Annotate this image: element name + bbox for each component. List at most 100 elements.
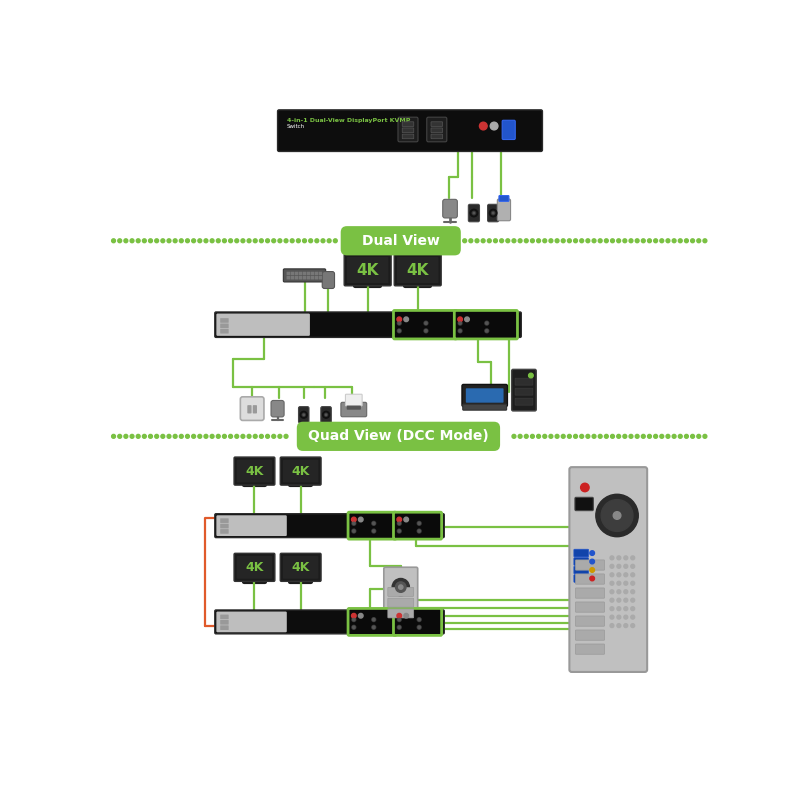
Circle shape [247,434,251,438]
Circle shape [198,239,202,242]
FancyBboxPatch shape [294,272,298,275]
FancyBboxPatch shape [575,498,594,510]
Circle shape [229,239,233,242]
Circle shape [425,330,427,332]
Circle shape [491,211,495,214]
Circle shape [624,564,628,568]
FancyBboxPatch shape [220,524,229,528]
FancyBboxPatch shape [310,276,314,279]
Circle shape [352,626,356,630]
Circle shape [204,239,208,242]
Circle shape [229,434,233,438]
Circle shape [475,239,479,242]
FancyBboxPatch shape [283,460,318,482]
FancyBboxPatch shape [502,120,515,139]
Circle shape [235,239,238,242]
Circle shape [485,322,489,325]
Circle shape [635,434,639,438]
Circle shape [358,614,363,618]
Circle shape [630,564,634,568]
Circle shape [617,556,621,560]
Circle shape [465,317,470,322]
FancyBboxPatch shape [220,518,229,523]
FancyBboxPatch shape [271,401,284,417]
FancyBboxPatch shape [402,128,414,133]
Circle shape [112,434,115,438]
Circle shape [418,530,420,532]
Circle shape [266,239,270,242]
Circle shape [574,239,578,242]
Circle shape [353,530,355,532]
Circle shape [352,529,356,533]
Circle shape [617,434,621,438]
FancyBboxPatch shape [575,616,605,626]
FancyBboxPatch shape [462,385,507,406]
FancyBboxPatch shape [394,609,442,635]
Circle shape [494,239,498,242]
Circle shape [266,434,270,438]
FancyBboxPatch shape [302,276,306,279]
Circle shape [130,239,134,242]
Circle shape [610,590,614,594]
FancyBboxPatch shape [314,272,318,275]
FancyBboxPatch shape [302,272,306,275]
Circle shape [543,239,546,242]
FancyBboxPatch shape [402,122,414,126]
Circle shape [216,434,220,438]
FancyBboxPatch shape [574,558,589,566]
Circle shape [596,494,638,537]
Circle shape [352,618,356,622]
Circle shape [524,434,528,438]
Circle shape [617,239,621,242]
Circle shape [660,434,664,438]
Circle shape [398,626,401,630]
Text: Switch: Switch [287,124,305,129]
Circle shape [398,330,401,332]
Circle shape [278,434,282,438]
Circle shape [549,434,553,438]
FancyBboxPatch shape [394,512,442,539]
FancyBboxPatch shape [310,272,314,275]
Circle shape [398,530,401,532]
Circle shape [418,626,421,630]
Text: 4K: 4K [246,561,264,574]
Circle shape [469,239,473,242]
Circle shape [272,434,276,438]
Circle shape [529,373,533,378]
Circle shape [136,239,140,242]
FancyBboxPatch shape [237,556,272,578]
FancyBboxPatch shape [487,204,498,222]
Circle shape [284,239,288,242]
Circle shape [685,239,688,242]
Circle shape [241,239,245,242]
Circle shape [586,239,590,242]
Circle shape [610,564,614,568]
FancyBboxPatch shape [468,204,479,222]
Circle shape [398,522,401,526]
FancyBboxPatch shape [215,610,444,634]
Text: 4K: 4K [291,465,310,478]
Circle shape [610,239,614,242]
FancyBboxPatch shape [220,318,229,322]
Circle shape [204,434,208,438]
Circle shape [179,239,183,242]
Circle shape [372,626,376,630]
FancyBboxPatch shape [344,254,391,286]
Circle shape [210,434,214,438]
Circle shape [580,239,584,242]
Circle shape [167,239,171,242]
Circle shape [487,239,491,242]
FancyBboxPatch shape [398,117,418,142]
FancyBboxPatch shape [512,370,536,411]
Circle shape [537,434,541,438]
Circle shape [161,239,165,242]
Circle shape [647,239,651,242]
Circle shape [610,556,614,560]
Circle shape [512,434,516,438]
Circle shape [590,550,594,555]
Circle shape [624,573,628,577]
FancyBboxPatch shape [397,257,438,283]
FancyBboxPatch shape [341,402,366,417]
Circle shape [392,578,410,596]
Circle shape [567,434,571,438]
